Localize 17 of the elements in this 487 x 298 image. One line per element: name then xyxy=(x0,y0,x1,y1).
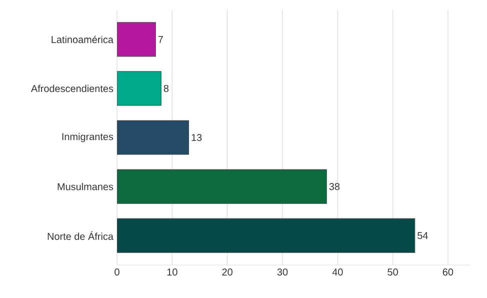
x-tick-label: 40 xyxy=(332,268,343,276)
y-tick-label: Norte de África xyxy=(48,231,114,240)
data-label: 54 xyxy=(418,232,428,240)
x-tick-label: 30 xyxy=(277,268,288,276)
x-tick-label: 60 xyxy=(442,268,454,276)
data-label: 8 xyxy=(164,84,169,92)
y-tick-label: Musulmanes xyxy=(58,182,114,190)
data-label: 13 xyxy=(192,134,202,142)
x-tick-label: 50 xyxy=(388,268,398,276)
x-tick-label: 20 xyxy=(222,268,232,276)
data-label: 7 xyxy=(158,36,163,43)
x-tick-label: 10 xyxy=(167,268,178,276)
x-tick-label: 0 xyxy=(114,268,120,276)
y-tick-label: Inmigrantes xyxy=(62,132,114,142)
y-tick-label: Latinoamérica xyxy=(52,36,114,44)
y-tick-label: Afrodescendientes xyxy=(30,84,114,92)
data-label: 38 xyxy=(329,183,340,190)
